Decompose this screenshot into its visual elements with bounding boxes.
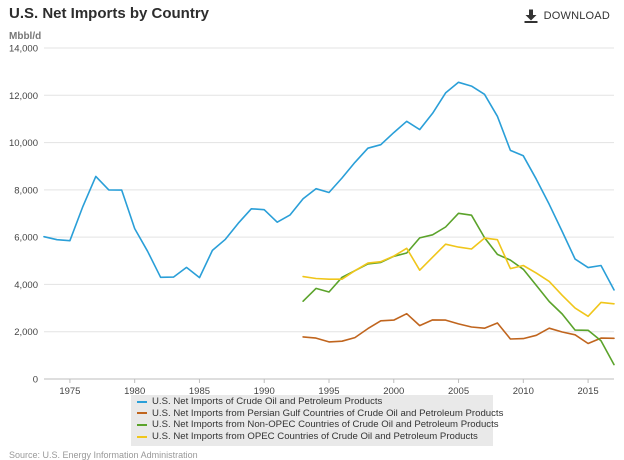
download-button[interactable]: DOWNLOAD xyxy=(524,9,610,23)
y-tick-label: 14,000 xyxy=(9,44,38,55)
series-line-4 xyxy=(302,237,615,318)
y-tick-label: 12,000 xyxy=(9,91,38,102)
legend-swatch xyxy=(137,435,147,438)
y-tick-label: 4,000 xyxy=(14,280,38,291)
x-tick-label: 1985 xyxy=(189,386,210,395)
line-chart: 0 2,000 4,000 6,000 8,000 10,000 12,000 14,000 1… xyxy=(9,31,615,395)
legend-item: U.S. Net Imports from Non-OPEC Countries… xyxy=(137,419,499,431)
x-tick-label: 1995 xyxy=(318,386,339,395)
series-line-1 xyxy=(43,81,615,291)
legend-item: U.S. Net Imports from Persian Gulf Count… xyxy=(137,408,503,420)
series-line-2 xyxy=(302,312,615,345)
legend-label: U.S. Net Imports from Non-OPEC Countries… xyxy=(152,419,499,431)
x-tick-label: 2000 xyxy=(383,386,404,395)
download-label: DOWNLOAD xyxy=(543,10,610,22)
legend-swatch xyxy=(137,400,147,403)
x-tick-label: 1980 xyxy=(124,386,145,395)
legend-item: U.S. Net Imports from OPEC Countries of … xyxy=(137,431,487,443)
legend-label: U.S. Net Imports of Crude Oil and Petrol… xyxy=(152,396,383,408)
legend-swatch xyxy=(137,412,147,415)
x-tick-label: 1975 xyxy=(59,386,80,395)
legend-label: U.S. Net Imports from Persian Gulf Count… xyxy=(152,407,504,419)
y-tick-label: 0 xyxy=(33,375,38,386)
download-icon xyxy=(524,9,538,23)
y-tick-label: 2,000 xyxy=(14,327,38,338)
x-tick-label: 2010 xyxy=(513,386,534,395)
y-tick-label: 10,000 xyxy=(9,138,38,149)
x-tick-label: 1990 xyxy=(254,386,275,395)
series-line-3 xyxy=(302,212,615,366)
y-tick-label: 6,000 xyxy=(14,233,38,244)
x-tick-label: 2005 xyxy=(448,386,469,395)
legend-swatch xyxy=(137,423,147,426)
chart-title: U.S. Net Imports by Country xyxy=(9,5,210,22)
legend: U.S. Net Imports of Crude Oil and Petrol… xyxy=(131,395,503,446)
y-axis-label: Mbbl/d xyxy=(9,31,41,42)
source-note: Source: U.S. Energy Information Administ… xyxy=(9,450,198,460)
legend-label: U.S. Net Imports from OPEC Countries of … xyxy=(152,431,478,443)
x-tick-label: 2015 xyxy=(578,386,599,395)
legend-item: U.S. Net Imports of Crude Oil and Petrol… xyxy=(137,396,487,408)
y-tick-label: 8,000 xyxy=(14,185,38,196)
